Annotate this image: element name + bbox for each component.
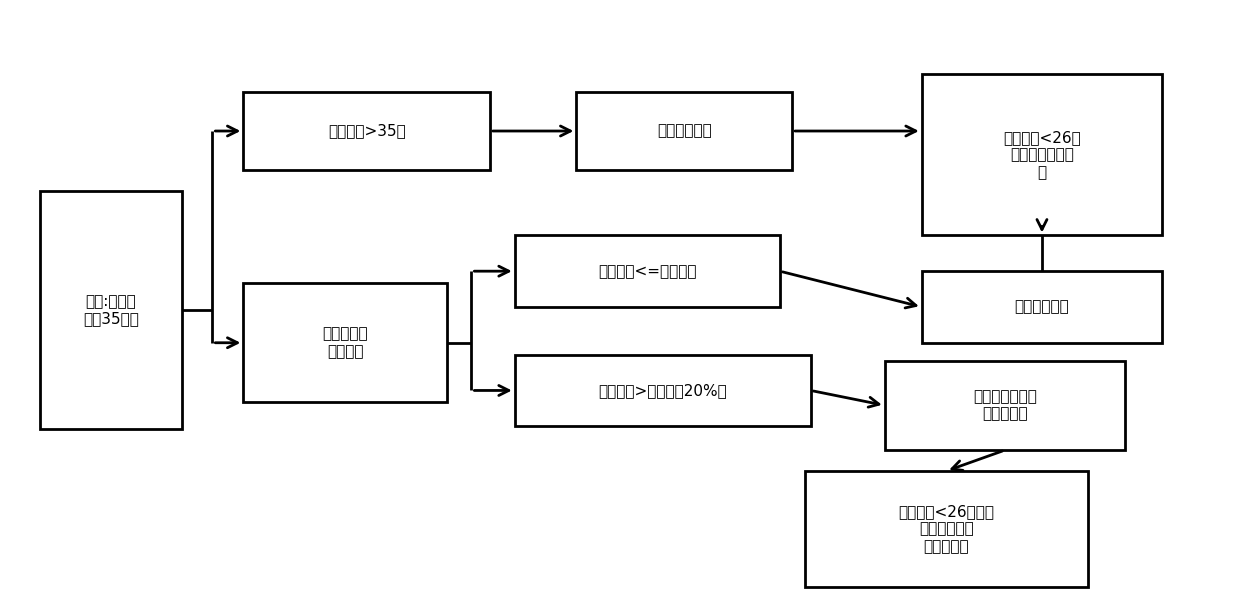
Text: 室内温度>35度: 室内温度>35度 [328, 123, 405, 138]
Text: 室内温度<26时，联
动风机停止，
百叶窗关闭: 室内温度<26时，联 动风机停止， 百叶窗关闭 [898, 504, 995, 554]
Text: 室内温度<26度
时，联动空调关
闭: 室内温度<26度 时，联动空调关 闭 [1004, 130, 1080, 180]
Text: 联动空调制冷: 联动空调制冷 [657, 123, 711, 138]
Text: 联动空调制冷: 联动空调制冷 [1015, 299, 1069, 314]
Text: 联动风机启动、
百叶窗开启: 联动风机启动、 百叶窗开启 [973, 389, 1037, 421]
FancyBboxPatch shape [40, 191, 182, 429]
FancyBboxPatch shape [804, 471, 1088, 588]
FancyBboxPatch shape [576, 92, 792, 170]
Text: 同室外湿度
进行比对: 同室外湿度 进行比对 [322, 326, 368, 359]
FancyBboxPatch shape [922, 75, 1162, 235]
FancyBboxPatch shape [922, 271, 1162, 343]
FancyBboxPatch shape [243, 92, 489, 170]
FancyBboxPatch shape [514, 235, 779, 307]
FancyBboxPatch shape [514, 355, 810, 426]
Text: 室内温度<=室外温度: 室内温度<=室外温度 [598, 264, 696, 279]
Text: 触发:温度告
警（35度）: 触发:温度告 警（35度） [83, 294, 139, 326]
FancyBboxPatch shape [885, 361, 1125, 450]
FancyBboxPatch shape [243, 283, 447, 402]
Text: 室内温度>室外温度20%时: 室内温度>室外温度20%时 [598, 383, 727, 398]
